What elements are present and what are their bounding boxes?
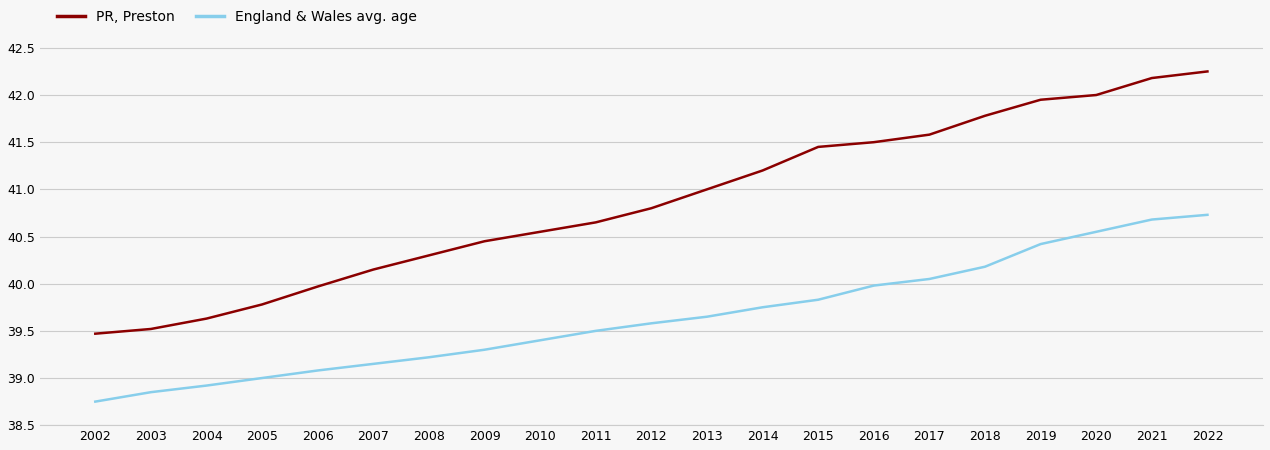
PR, Preston [978, 113, 993, 118]
England & Wales avg. age [88, 399, 103, 404]
England & Wales avg. age [532, 338, 547, 343]
England & Wales avg. age [366, 361, 381, 367]
England & Wales avg. age [1088, 229, 1104, 234]
England & Wales avg. age [1033, 241, 1048, 247]
England & Wales avg. age [644, 320, 659, 326]
England & Wales avg. age [310, 368, 325, 373]
PR, Preston [366, 267, 381, 272]
PR, Preston [1200, 69, 1215, 74]
PR, Preston [922, 132, 937, 137]
PR, Preston [310, 284, 325, 289]
PR, Preston [700, 187, 715, 192]
England & Wales avg. age [254, 375, 269, 381]
PR, Preston [422, 253, 437, 258]
Line: England & Wales avg. age: England & Wales avg. age [95, 215, 1208, 401]
PR, Preston [588, 220, 603, 225]
PR, Preston [254, 302, 269, 307]
England & Wales avg. age [478, 347, 493, 352]
Legend: PR, Preston, England & Wales avg. age: PR, Preston, England & Wales avg. age [52, 4, 422, 29]
PR, Preston [1144, 75, 1160, 81]
England & Wales avg. age [700, 314, 715, 319]
PR, Preston [1033, 97, 1048, 103]
PR, Preston [532, 229, 547, 234]
England & Wales avg. age [922, 276, 937, 282]
PR, Preston [1088, 92, 1104, 98]
England & Wales avg. age [1144, 217, 1160, 222]
Line: PR, Preston: PR, Preston [95, 72, 1208, 334]
England & Wales avg. age [422, 355, 437, 360]
England & Wales avg. age [754, 305, 770, 310]
PR, Preston [644, 206, 659, 211]
PR, Preston [754, 168, 770, 173]
PR, Preston [478, 238, 493, 244]
England & Wales avg. age [1200, 212, 1215, 217]
England & Wales avg. age [866, 283, 881, 288]
PR, Preston [810, 144, 826, 149]
PR, Preston [866, 140, 881, 145]
England & Wales avg. age [978, 264, 993, 270]
England & Wales avg. age [144, 390, 159, 395]
England & Wales avg. age [199, 383, 215, 388]
England & Wales avg. age [810, 297, 826, 302]
PR, Preston [144, 326, 159, 332]
England & Wales avg. age [588, 328, 603, 333]
PR, Preston [199, 316, 215, 321]
PR, Preston [88, 331, 103, 337]
